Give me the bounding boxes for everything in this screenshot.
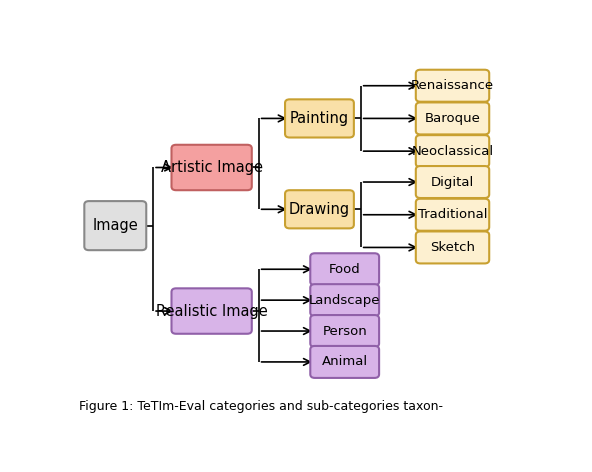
FancyBboxPatch shape	[285, 99, 354, 137]
FancyBboxPatch shape	[416, 102, 489, 135]
Text: Renaissance: Renaissance	[411, 79, 494, 92]
FancyBboxPatch shape	[172, 145, 252, 190]
FancyBboxPatch shape	[416, 166, 489, 198]
Text: Neoclassical: Neoclassical	[411, 144, 494, 158]
FancyBboxPatch shape	[310, 315, 379, 347]
FancyBboxPatch shape	[416, 231, 489, 263]
Text: Sketch: Sketch	[430, 241, 475, 254]
FancyBboxPatch shape	[416, 135, 489, 167]
Text: Landscape: Landscape	[309, 294, 381, 307]
Text: Digital: Digital	[431, 176, 474, 188]
Text: Animal: Animal	[321, 355, 368, 369]
Text: Artistic Image: Artistic Image	[160, 160, 263, 175]
Text: Drawing: Drawing	[289, 202, 350, 217]
Text: Person: Person	[322, 325, 367, 337]
Text: Image: Image	[92, 218, 138, 233]
Text: Baroque: Baroque	[424, 112, 481, 125]
Text: Traditional: Traditional	[418, 208, 487, 221]
Text: Realistic Image: Realistic Image	[156, 303, 268, 319]
FancyBboxPatch shape	[84, 201, 146, 250]
Text: Painting: Painting	[290, 111, 349, 126]
Text: Food: Food	[329, 263, 361, 276]
FancyBboxPatch shape	[416, 70, 489, 101]
FancyBboxPatch shape	[310, 346, 379, 378]
FancyBboxPatch shape	[310, 284, 379, 316]
Text: Figure 1: TeTIm-Eval categories and sub-categories taxon-: Figure 1: TeTIm-Eval categories and sub-…	[79, 400, 443, 413]
FancyBboxPatch shape	[416, 199, 489, 231]
FancyBboxPatch shape	[172, 288, 252, 334]
FancyBboxPatch shape	[310, 253, 379, 285]
FancyBboxPatch shape	[285, 190, 354, 228]
